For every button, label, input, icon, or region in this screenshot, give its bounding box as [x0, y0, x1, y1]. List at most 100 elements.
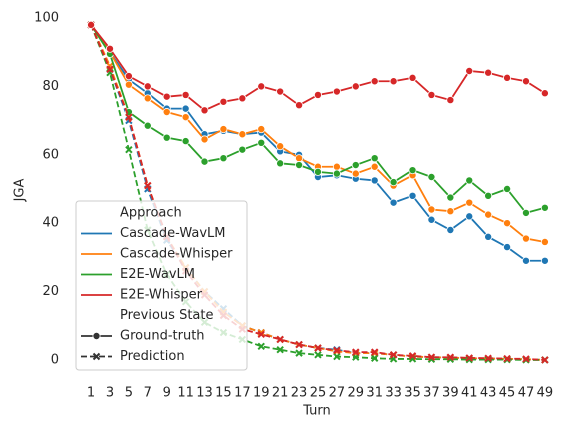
x-tick-label: 7 — [144, 386, 152, 401]
marker — [351, 82, 360, 91]
marker — [540, 89, 549, 98]
marker — [200, 157, 209, 166]
marker — [332, 169, 341, 178]
legend-label: Cascade-Whisper — [120, 247, 233, 262]
legend-title: Previous State — [120, 308, 213, 323]
marker — [389, 198, 398, 207]
marker — [484, 232, 493, 241]
marker — [370, 354, 379, 362]
marker — [541, 356, 549, 364]
x-tick-label: 19 — [253, 386, 270, 401]
marker — [521, 77, 530, 86]
marker — [352, 348, 360, 356]
legend-marker — [92, 331, 101, 340]
marker — [295, 161, 304, 170]
x-tick-label: 15 — [215, 386, 232, 401]
marker — [313, 167, 322, 176]
x-tick-label: 47 — [518, 386, 535, 401]
marker — [105, 44, 114, 53]
legend-marker — [92, 352, 101, 361]
marker — [427, 215, 436, 224]
marker — [446, 226, 455, 235]
x-tick-label: 21 — [272, 386, 289, 401]
x-tick-label: 13 — [196, 386, 213, 401]
marker — [276, 159, 285, 168]
x-tick-label: 11 — [177, 386, 194, 401]
marker — [503, 184, 512, 193]
legend-label: Prediction — [120, 349, 185, 364]
marker — [257, 342, 265, 350]
marker — [484, 354, 492, 362]
marker — [446, 96, 455, 105]
marker — [87, 20, 96, 29]
marker — [446, 193, 455, 202]
legend-frame — [75, 200, 248, 371]
marker — [219, 97, 228, 106]
marker — [238, 145, 247, 154]
y-tick-label: 60 — [42, 147, 59, 162]
x-tick-label: 33 — [385, 386, 402, 401]
marker — [162, 92, 171, 101]
marker — [276, 87, 285, 96]
series — [87, 20, 549, 115]
marker — [465, 176, 474, 185]
y-tick-label: 20 — [42, 284, 59, 299]
x-tick-label: 31 — [366, 386, 383, 401]
y-tick-label: 40 — [42, 216, 59, 231]
marker — [484, 68, 493, 77]
marker — [200, 106, 209, 115]
marker — [465, 66, 474, 75]
marker — [522, 355, 530, 363]
marker — [389, 351, 398, 359]
legend-label: E2E-WavLM — [120, 267, 195, 282]
marker — [408, 73, 417, 82]
y-tick-label: 100 — [34, 10, 59, 25]
x-tick-label: 9 — [163, 386, 171, 401]
marker — [162, 133, 171, 142]
marker — [295, 340, 303, 349]
marker — [521, 256, 530, 265]
x-tick-label: 3 — [106, 386, 114, 401]
marker — [503, 243, 512, 252]
marker — [333, 346, 341, 355]
marker — [332, 87, 341, 96]
marker — [295, 154, 304, 163]
x-tick-label: 37 — [423, 386, 440, 401]
marker — [503, 73, 512, 82]
marker — [521, 208, 530, 217]
x-tick-label: 35 — [404, 386, 421, 401]
marker — [333, 352, 341, 361]
legend: Approach Cascade-WavLM Cascade-Whisper E2E-… — [75, 200, 248, 371]
marker — [314, 351, 322, 359]
marker — [446, 207, 455, 216]
legend-label: Ground-truth — [120, 329, 205, 344]
marker — [370, 154, 379, 163]
marker — [295, 101, 304, 110]
marker — [484, 210, 493, 219]
marker — [143, 82, 152, 91]
marker — [276, 345, 284, 354]
marker — [125, 145, 133, 154]
marker — [427, 90, 436, 99]
marker — [351, 169, 360, 178]
marker — [143, 121, 152, 130]
marker — [484, 191, 493, 200]
marker — [143, 94, 152, 103]
marker — [427, 173, 436, 182]
y-tick-label: 0 — [51, 352, 59, 367]
marker — [465, 354, 473, 362]
marker — [389, 178, 398, 187]
x-tick-label: 5 — [125, 386, 133, 401]
marker — [144, 181, 152, 190]
marker — [446, 353, 455, 361]
marker — [351, 161, 360, 170]
x-tick-label: 27 — [329, 386, 346, 401]
marker — [200, 135, 209, 144]
marker — [332, 162, 341, 171]
x-axis-label: Turn — [302, 404, 331, 419]
marker — [503, 354, 511, 363]
legend-label: Cascade-WavLM — [120, 226, 226, 241]
marker — [124, 80, 133, 89]
marker — [427, 205, 436, 214]
